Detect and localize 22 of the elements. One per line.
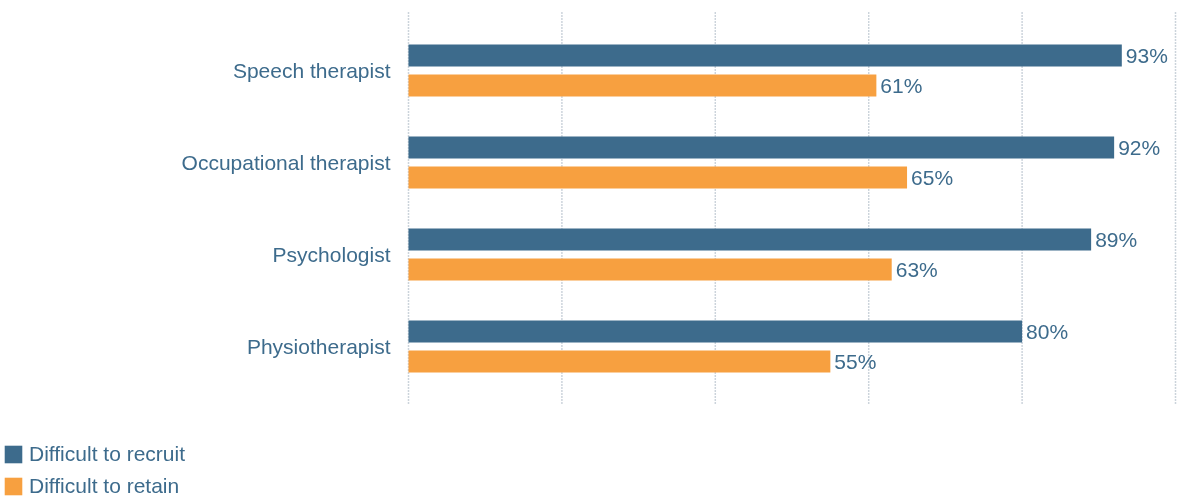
bar [408,136,1115,159]
y-tick-label: Psychologist [272,243,391,266]
bar [408,320,1023,343]
legend-label: Difficult to retain [29,474,180,498]
bar [408,228,1092,251]
data-label: 61% [880,74,923,97]
data-label: 80% [1026,320,1069,343]
bar [408,166,908,189]
legend-label: Difficult to recruit [29,442,185,466]
data-label: 63% [895,258,938,281]
bar [408,44,1122,67]
y-tick-label: Occupational therapist [181,151,391,174]
data-label: 89% [1095,228,1138,251]
bar [408,74,877,97]
y-tick-label: Physiotherapist [246,335,391,358]
data-label: 55% [834,350,877,373]
data-label: 92% [1118,136,1161,159]
y-tick-label: Speech therapist [232,59,391,82]
data-label: 65% [911,166,954,189]
bar [408,258,892,281]
bar [408,350,831,373]
data-label: 93% [1125,44,1168,67]
